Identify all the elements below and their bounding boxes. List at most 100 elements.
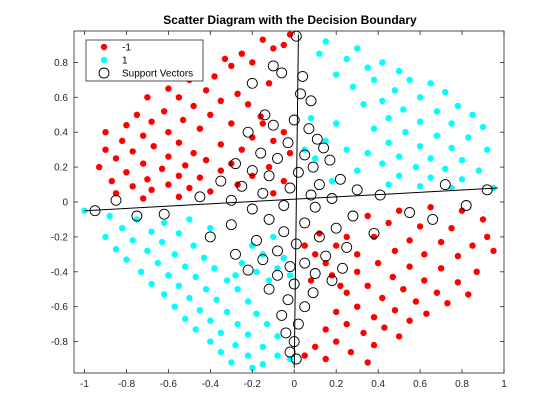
support-vector-marker [267, 119, 279, 131]
negative-class-point [343, 320, 350, 328]
positive-class-point [207, 317, 214, 324]
negative-class-point [360, 329, 367, 337]
positive-class-point [433, 108, 441, 115]
negative-class-point [259, 36, 266, 43]
positive-class-point [234, 320, 241, 328]
positive-class-point [379, 97, 386, 105]
positive-class-point [223, 277, 231, 284]
negative-class-point [343, 289, 350, 296]
support-vector-marker [284, 182, 296, 194]
support-vector-marker [299, 149, 311, 161]
positive-class-point [112, 245, 120, 253]
positive-class-point [207, 225, 214, 232]
support-vector-marker [427, 213, 439, 225]
positive-class-point [370, 76, 378, 84]
support-vector-marker [272, 269, 283, 281]
support-vector-marker [307, 287, 319, 299]
y-tick-label: -0.6 [51, 302, 69, 313]
x-tick-label: -0.2 [244, 379, 262, 390]
negative-class-point [354, 268, 361, 275]
negative-class-point [322, 259, 329, 267]
negative-class-point [179, 116, 187, 124]
support-vector-marker [267, 60, 279, 72]
positive-class-point [171, 251, 178, 258]
positive-class-point [228, 359, 235, 366]
positive-class-point [182, 263, 189, 270]
positive-class-point [412, 163, 420, 171]
x-tick-label: -0.8 [118, 379, 136, 390]
positive-class-point [312, 155, 319, 162]
positive-class-point [391, 87, 399, 94]
support-vector-marker [282, 137, 294, 149]
support-vector-marker [284, 261, 296, 273]
support-vector-marker [284, 346, 296, 358]
negative-class-point [316, 230, 323, 237]
negative-class-point [333, 338, 340, 345]
support-vector-marker [295, 88, 306, 100]
negative-class-point [395, 333, 403, 340]
y-tick-label: 0.8 [54, 58, 68, 69]
support-vector-marker [255, 147, 267, 159]
positive-class-point [270, 233, 277, 241]
negative-class-point [469, 242, 476, 249]
support-vector-marker [246, 165, 258, 177]
negative-class-point [322, 355, 329, 363]
positive-class-point [427, 174, 434, 181]
support-vector-marker [288, 278, 300, 290]
negative-class-point [165, 129, 172, 136]
negative-class-point [144, 176, 151, 183]
negative-class-point [421, 251, 428, 258]
legend-marker [100, 43, 108, 51]
negative-class-point [286, 31, 294, 38]
support-vector-marker [307, 161, 319, 173]
positive-class-point [217, 329, 224, 337]
positive-class-point [465, 134, 472, 141]
negative-class-point [165, 153, 172, 160]
support-vector-marker [297, 70, 309, 82]
support-vector-marker [263, 170, 275, 182]
x-tick-label: 0.8 [455, 379, 469, 390]
negative-class-point [96, 163, 103, 171]
support-vector-marker [311, 133, 323, 145]
positive-class-point [165, 272, 172, 279]
positive-class-point [433, 132, 441, 139]
negative-class-point [129, 148, 136, 155]
negative-class-point [433, 289, 441, 296]
negative-class-point [228, 120, 235, 127]
positive-class-point [479, 123, 487, 131]
positive-class-point [475, 167, 482, 174]
decision-boundary-line [84, 187, 498, 212]
positive-class-point [171, 303, 178, 310]
positive-class-point [442, 165, 449, 172]
positive-class-point [148, 280, 155, 288]
negative-class-point [347, 348, 355, 356]
positive-class-point [416, 143, 424, 150]
negative-class-point [385, 219, 392, 227]
positive-class-point [253, 310, 260, 317]
support-vector-marker [439, 179, 451, 191]
positive-class-point [259, 343, 266, 350]
negative-class-point [140, 160, 147, 167]
negative-class-point [150, 143, 157, 150]
positive-class-point [202, 286, 210, 293]
support-vector-marker [290, 353, 302, 365]
support-vector-marker [272, 152, 283, 164]
negative-class-point [427, 204, 434, 211]
negative-class-point [123, 122, 130, 129]
support-vector-marker [313, 231, 325, 243]
positive-class-point [448, 120, 455, 127]
negative-class-point [123, 169, 130, 176]
negative-class-point [112, 190, 120, 197]
positive-class-point [458, 156, 466, 164]
positive-class-point [175, 282, 183, 289]
positive-class-point [249, 364, 256, 371]
negative-class-point [312, 251, 319, 258]
negative-class-point [354, 303, 361, 310]
support-vector-marker [299, 301, 311, 313]
negative-class-point [221, 55, 229, 63]
negative-class-point [175, 94, 183, 101]
negative-class-point [370, 341, 378, 349]
negative-class-point [354, 251, 361, 258]
negative-class-point [280, 177, 287, 185]
